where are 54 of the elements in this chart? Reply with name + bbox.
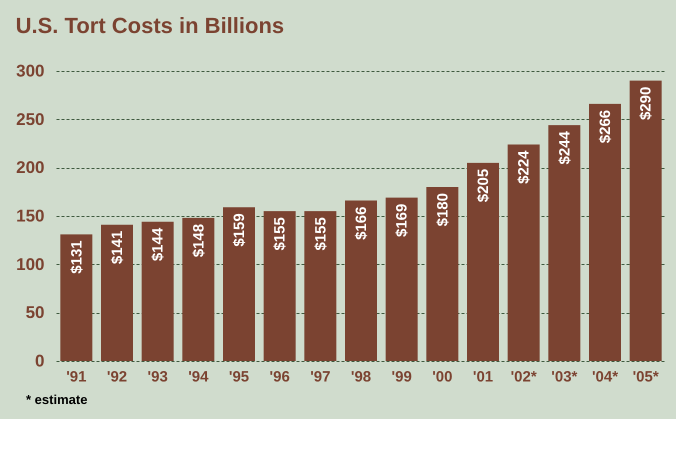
data-label: $148: [190, 224, 208, 258]
y-tick-label: 50: [26, 303, 44, 322]
x-tick-label: '00: [432, 368, 452, 386]
data-label: $244: [556, 130, 574, 165]
data-label: $155: [312, 217, 330, 251]
x-tick-label: '91: [66, 368, 86, 386]
data-label: $159: [231, 213, 248, 247]
y-tick-label: 300: [16, 62, 44, 80]
bar: [548, 125, 580, 361]
bar: [142, 222, 174, 361]
bar: [467, 162, 499, 361]
bar: [345, 200, 377, 361]
x-tick-label: '02*: [510, 368, 537, 386]
data-label: $166: [353, 206, 370, 240]
x-tick-label: '92: [106, 368, 128, 386]
data-label: $290: [638, 86, 655, 120]
x-tick-label: '03*: [551, 368, 578, 386]
bar: [60, 234, 92, 361]
bar: [223, 207, 255, 361]
data-label: $169: [394, 204, 411, 238]
bar: [426, 187, 458, 361]
data-label: $144: [150, 227, 167, 262]
y-tick-label: 0: [35, 352, 44, 370]
data-label: $205: [475, 168, 492, 202]
x-tick-label: '94: [188, 368, 210, 386]
data-label: $141: [109, 230, 126, 264]
x-tick-label: '93: [148, 368, 168, 386]
x-tick-label: '04*: [592, 368, 618, 386]
y-tick-label: 100: [16, 254, 44, 274]
bar: [508, 144, 540, 361]
x-tick-label: '95: [228, 368, 250, 386]
bar: [386, 198, 418, 361]
data-label: $180: [434, 193, 452, 226]
data-label: $224: [516, 150, 533, 184]
y-tick-label: 250: [16, 110, 44, 129]
bar: [589, 104, 621, 361]
y-tick-label: 150: [16, 206, 44, 226]
x-tick-label: '99: [392, 368, 412, 386]
data-label: $155: [272, 217, 289, 251]
x-tick-label: '97: [310, 368, 330, 386]
data-label: $131: [68, 240, 86, 274]
chart-title: U.S. Tort Costs in Billions: [16, 13, 284, 38]
data-label: $266: [597, 110, 614, 144]
x-tick-label: '96: [270, 368, 290, 386]
bar: [101, 224, 133, 361]
y-tick-label: 200: [16, 158, 44, 178]
text: * estimate: [26, 392, 88, 407]
x-tick-label: '01: [472, 368, 494, 386]
x-tick-label: '05*: [632, 368, 659, 386]
bar: [304, 211, 336, 361]
bar: [630, 80, 662, 361]
x-tick-label: '98: [350, 368, 372, 386]
bar: [182, 218, 214, 361]
bar: [264, 211, 296, 361]
